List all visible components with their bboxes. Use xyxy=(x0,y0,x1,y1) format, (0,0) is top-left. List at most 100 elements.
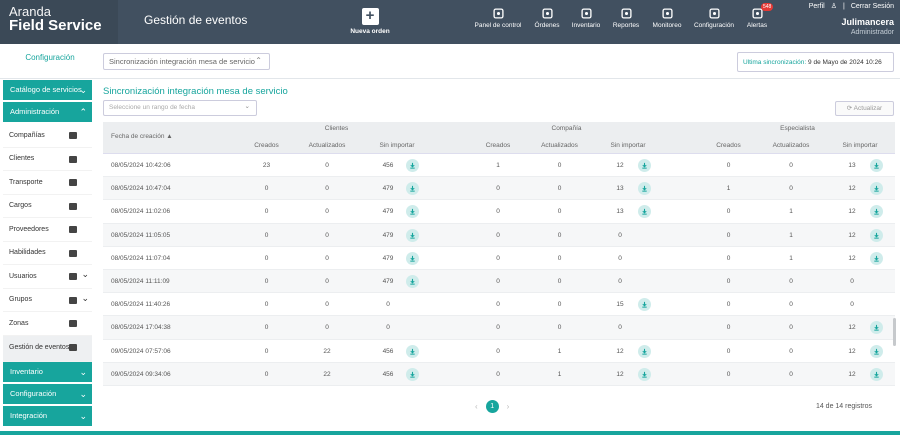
nav-item-3[interactable]: Reportes xyxy=(602,6,650,29)
value-cell: 0 xyxy=(496,185,500,193)
value-cell: 0 xyxy=(496,324,500,332)
nav-item-0[interactable]: Panel de control xyxy=(474,6,522,29)
person-icon xyxy=(68,154,78,164)
download-icon[interactable] xyxy=(638,182,651,196)
profile-link[interactable]: Perfil xyxy=(808,2,825,10)
sidebar-item-2[interactable]: Transporte xyxy=(3,171,92,195)
refresh-label: Actualizar xyxy=(853,105,883,112)
table-row: 08/05/2024 10:47:04 0 0 479 0 0 13 1 0 12 xyxy=(103,177,895,201)
refresh-button[interactable]: ⟳ Actualizar xyxy=(835,101,894,116)
section-select[interactable]: Sincronización integración mesa de servi… xyxy=(103,53,270,70)
sidebar-item-1[interactable]: Clientes xyxy=(3,148,92,171)
value-cell: 0 xyxy=(264,254,269,262)
value-cell: 22 xyxy=(323,347,331,355)
next-page-button[interactable]: › xyxy=(506,402,510,411)
value-cell: 15 xyxy=(616,301,624,309)
date-cell: 08/05/2024 10:42:06 xyxy=(111,162,171,169)
download-icon[interactable] xyxy=(870,228,883,242)
sidebar-item-8[interactable]: Zonas xyxy=(3,312,92,336)
configuration-link[interactable]: Configuración xyxy=(25,53,75,62)
date-range-select[interactable]: Seleccione un rango de fecha ⌄ xyxy=(103,100,257,116)
group-header: Clientes xyxy=(324,125,349,132)
value-cell: 0 xyxy=(264,324,269,332)
subcol-header: Creados xyxy=(254,142,279,149)
sidebar-section-1[interactable]: Configuración ⌄ xyxy=(3,383,92,404)
sidebar-item-5[interactable]: Habilidades xyxy=(3,242,92,265)
sidebar-section-2[interactable]: Integración ⌄ xyxy=(3,405,92,426)
date-column-header[interactable]: Fecha de creación ▲ xyxy=(111,133,173,140)
logout-link[interactable]: Cerrar Sesión xyxy=(850,2,894,10)
sidebar-section-0[interactable]: Inventario ⌄ xyxy=(3,361,92,382)
page-1-button[interactable]: 1 xyxy=(485,400,499,413)
value-cell: 479 xyxy=(382,185,394,193)
nav-item-6[interactable]: Alertas 548 xyxy=(733,3,781,29)
sidebar-item-6[interactable]: Usuarios ⌄ xyxy=(3,265,92,289)
scrollbar[interactable] xyxy=(893,318,896,346)
download-icon[interactable] xyxy=(870,344,883,358)
sidebar-item-4[interactable]: Proveedores xyxy=(3,218,92,242)
value-cell: 0 xyxy=(726,277,731,285)
download-icon[interactable] xyxy=(406,274,419,288)
prev-page-button[interactable]: ‹ xyxy=(475,402,478,411)
value-cell: 0 xyxy=(557,301,562,309)
value-cell: 0 xyxy=(726,162,731,169)
divider xyxy=(0,78,900,79)
zone-icon xyxy=(68,318,78,328)
sidebar-item-3[interactable]: Cargos xyxy=(3,195,92,218)
download-icon[interactable] xyxy=(870,159,883,172)
nav-label: Monitoreo xyxy=(652,22,682,29)
value-cell: 479 xyxy=(382,231,394,239)
nav-item-1[interactable]: Órdenes xyxy=(523,6,571,29)
download-icon[interactable] xyxy=(406,159,419,172)
value-cell: 13 xyxy=(848,162,856,169)
nav-item-4[interactable]: Monitoreo xyxy=(643,6,691,29)
sidebar-item-9[interactable]: Gestión de eventos xyxy=(3,335,92,362)
subcol-header: Sin importar xyxy=(842,142,878,149)
sidebar-item-label: Zonas xyxy=(9,319,29,327)
download-icon[interactable] xyxy=(406,367,419,381)
value-cell: 12 xyxy=(848,370,856,378)
nav-label: Reportes xyxy=(612,22,640,29)
value-cell: 12 xyxy=(616,162,624,169)
brand-logo[interactable]: Aranda Field Service xyxy=(0,0,118,44)
value-cell: 0 xyxy=(850,301,854,309)
value-cell: 12 xyxy=(848,185,856,193)
value-cell: 0 xyxy=(496,301,500,309)
download-icon[interactable] xyxy=(870,182,883,196)
download-icon[interactable] xyxy=(638,205,651,219)
sidebar-item-7[interactable]: Grupos ⌄ xyxy=(3,289,92,312)
download-icon[interactable] xyxy=(870,321,883,335)
sidebar-section-admin[interactable]: Administración ⌃ xyxy=(3,102,92,122)
value-cell: 0 xyxy=(386,301,390,309)
date-cell: 08/05/2024 11:02:06 xyxy=(111,208,171,216)
value-cell: 12 xyxy=(848,231,856,239)
sidebar-item-label: Clientes xyxy=(9,155,35,163)
download-icon[interactable] xyxy=(406,344,419,358)
sidebar-section-catalog[interactable]: Catálogo de servicios ⌄ xyxy=(3,80,92,100)
calendar-icon xyxy=(523,8,571,19)
download-icon[interactable] xyxy=(638,367,651,381)
download-icon[interactable] xyxy=(638,159,651,172)
nav-item-2[interactable]: Inventario xyxy=(562,6,610,29)
download-icon[interactable] xyxy=(406,251,419,265)
download-icon[interactable] xyxy=(406,182,419,196)
last-sync-label: Ultima sincronización: xyxy=(743,59,807,66)
info-circle-icon xyxy=(474,8,522,19)
new-order-button[interactable]: + Nueva orden xyxy=(346,6,394,36)
brand-line2: Field Service xyxy=(9,17,102,34)
download-icon[interactable] xyxy=(638,298,651,312)
download-icon[interactable] xyxy=(870,367,883,381)
chevron-down-icon: ⌄ xyxy=(79,366,87,377)
value-cell: 456 xyxy=(382,347,394,355)
download-icon[interactable] xyxy=(638,344,651,358)
page-title: Gestión de eventos xyxy=(144,13,248,27)
download-icon[interactable] xyxy=(406,205,419,219)
table-row: 09/05/2024 09:34:06 0 22 456 0 1 12 0 0 12 xyxy=(103,362,895,386)
download-icon[interactable] xyxy=(870,251,883,265)
sidebar-item-0[interactable]: Compañías xyxy=(3,124,92,148)
download-icon[interactable] xyxy=(406,228,419,242)
nav-item-5[interactable]: Configuración xyxy=(690,6,738,29)
download-icon[interactable] xyxy=(870,205,883,219)
last-sync-box: Ultima sincronización: 9 de Mayo de 2024… xyxy=(737,52,894,72)
